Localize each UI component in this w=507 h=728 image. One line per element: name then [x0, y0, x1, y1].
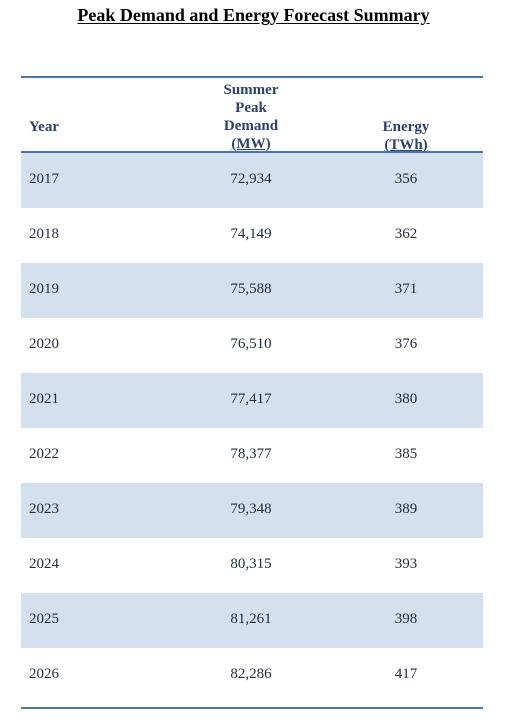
cell-year: 2020 — [29, 336, 59, 352]
cell-year: 2022 — [29, 446, 59, 462]
cell-energy: 371 — [394, 281, 418, 297]
cell-summer-peak-demand: 77,417 — [230, 391, 272, 407]
cell-summer-peak-demand: 80,315 — [230, 556, 272, 572]
header-energy-line-1: Energy — [382, 119, 430, 135]
cell-year: 2018 — [29, 226, 59, 242]
header-year: Year — [29, 119, 59, 135]
cell-summer-peak-demand: 79,348 — [230, 501, 272, 517]
header-energy-unit: (TWh) — [384, 137, 428, 153]
forecast-table: Year Summer Peak Demand (MW) Energy (TWh… — [21, 76, 483, 709]
cell-year: 2019 — [29, 281, 59, 297]
header-demand-unit: (MW) — [231, 136, 271, 152]
header-demand-line-2: Peak — [235, 100, 267, 116]
cell-energy: 393 — [394, 556, 418, 572]
page-title: Peak Demand and Energy Forecast Summary — [77, 5, 430, 25]
header-energy: Energy (TWh) — [356, 118, 456, 154]
table-row: 2025 81,261 398 — [21, 593, 483, 648]
header-demand-line-3: Demand — [223, 118, 279, 134]
cell-energy: 417 — [394, 666, 418, 682]
cell-summer-peak-demand: 75,588 — [230, 281, 272, 297]
table-row: 2018 74,149 362 — [21, 208, 483, 263]
table-row: 2021 77,417 380 — [21, 373, 483, 428]
cell-year: 2025 — [29, 611, 59, 627]
cell-summer-peak-demand: 82,286 — [230, 666, 272, 682]
cell-energy: 356 — [394, 171, 418, 187]
table-row: 2026 82,286 417 — [21, 648, 483, 703]
table-top-rule — [21, 76, 483, 78]
header-summer-peak-demand: Summer Peak Demand (MW) — [201, 81, 301, 153]
cell-summer-peak-demand: 72,934 — [230, 171, 272, 187]
cell-year: 2024 — [29, 556, 59, 572]
cell-year: 2026 — [29, 666, 59, 682]
table-row: 2023 79,348 389 — [21, 483, 483, 538]
cell-energy: 380 — [394, 391, 418, 407]
cell-summer-peak-demand: 81,261 — [230, 611, 272, 627]
cell-energy: 389 — [394, 501, 418, 517]
cell-summer-peak-demand: 74,149 — [230, 226, 272, 242]
table-row: 2020 76,510 376 — [21, 318, 483, 373]
table-row: 2019 75,588 371 — [21, 263, 483, 318]
cell-summer-peak-demand: 76,510 — [230, 336, 272, 352]
cell-energy: 398 — [394, 611, 418, 627]
table-bottom-rule — [21, 707, 483, 709]
table-body: 2017 72,934 356 2018 74,149 362 2019 75,588 371 2… — [21, 153, 483, 703]
table-header: Year Summer Peak Demand (MW) Energy (TWh… — [21, 78, 483, 153]
table-row: 2017 72,934 356 — [21, 153, 483, 208]
cell-energy: 362 — [394, 226, 418, 242]
header-demand-line-1: Summer — [223, 82, 279, 98]
table-row: 2024 80,315 393 — [21, 538, 483, 593]
cell-summer-peak-demand: 78,377 — [230, 446, 272, 462]
cell-year: 2017 — [29, 171, 59, 187]
cell-energy: 385 — [394, 446, 418, 462]
cell-year: 2021 — [29, 391, 59, 407]
cell-year: 2023 — [29, 501, 59, 517]
table-row: 2022 78,377 385 — [21, 428, 483, 483]
cell-energy: 376 — [394, 336, 418, 352]
